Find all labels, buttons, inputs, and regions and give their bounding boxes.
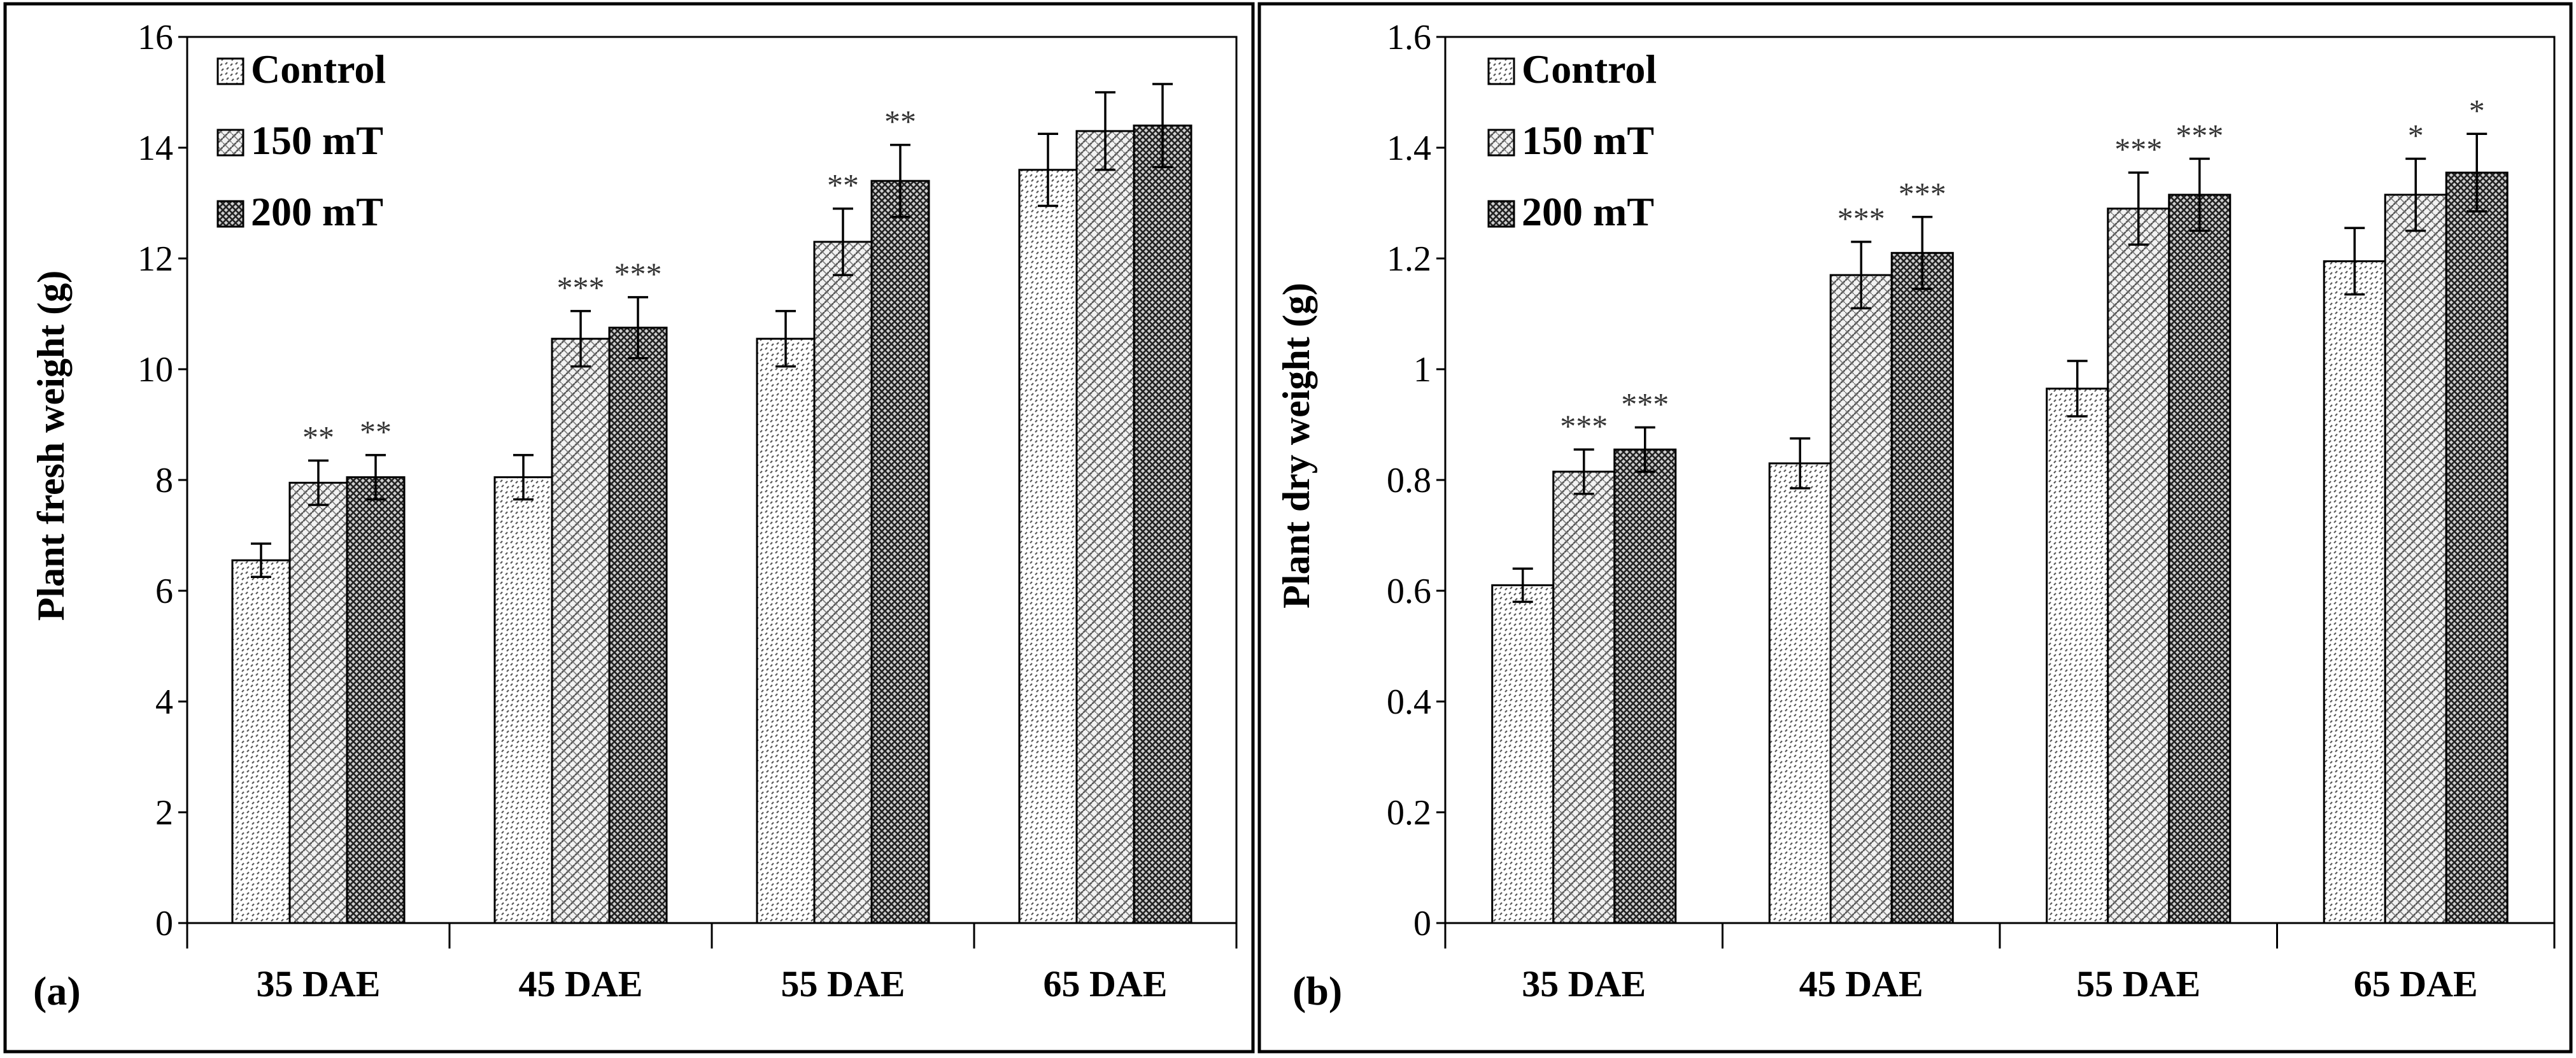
y-tick-label: 0.6 bbox=[1387, 572, 1431, 611]
bar-150-mt bbox=[1552, 470, 1616, 924]
legend-label: Control bbox=[1522, 46, 1657, 92]
bar-control bbox=[2046, 387, 2109, 924]
legend-label: 150 mT bbox=[251, 118, 383, 163]
x-tick-label: 65 DAE bbox=[1044, 963, 1168, 1005]
bar-control bbox=[493, 476, 553, 924]
significance-label: ** bbox=[360, 414, 392, 449]
bar-200-mt bbox=[608, 327, 668, 924]
significance-label: *** bbox=[557, 270, 605, 306]
bar-200-mt bbox=[2445, 171, 2509, 924]
significance-label: *** bbox=[1837, 201, 1885, 236]
panel-a-y-label: Plant fresh weight (g) bbox=[30, 271, 72, 621]
significance-label: *** bbox=[2114, 131, 2162, 167]
bar-control bbox=[1768, 462, 1832, 924]
y-tick-label: 0.8 bbox=[1387, 461, 1431, 500]
significance-label: ** bbox=[884, 104, 916, 139]
y-tick-label: 12 bbox=[138, 239, 173, 279]
y-tick-label: 2 bbox=[155, 793, 173, 833]
x-tick-label: 45 DAE bbox=[1799, 963, 1923, 1005]
legend-swatch bbox=[1487, 57, 1515, 85]
panel-a-label: (a) bbox=[33, 968, 81, 1013]
legend-swatch bbox=[1487, 129, 1515, 157]
y-tick-label: 1 bbox=[1413, 350, 1431, 390]
panel-b-y-label: Plant dry weight (g) bbox=[1275, 283, 1317, 609]
y-tick-label: 0 bbox=[1413, 904, 1431, 943]
legend-swatch bbox=[1487, 200, 1515, 228]
panel-b: 0 0.2 0.4 0.6 0.8 1 1.2 1.4 1.6 35 DAE 45 DAE 55 DA… bbox=[1257, 2, 2573, 1054]
y-tick-label: 8 bbox=[155, 461, 173, 500]
bar-150-mt bbox=[1829, 274, 1893, 924]
significance-label: * bbox=[2408, 117, 2424, 153]
bar-200-mt bbox=[2168, 194, 2232, 924]
bar-control bbox=[1018, 169, 1078, 924]
x-tick-label: 55 DAE bbox=[2076, 963, 2200, 1005]
y-tick-label: 1.4 bbox=[1387, 129, 1431, 168]
y-tick-label: 0.2 bbox=[1387, 793, 1431, 833]
significance-label: * bbox=[2469, 92, 2485, 128]
y-tick-label: 14 bbox=[138, 129, 173, 168]
legend-label: 200 mT bbox=[251, 189, 383, 234]
legend-swatch bbox=[216, 200, 244, 228]
legend-swatch bbox=[216, 57, 244, 85]
bar-200-mt bbox=[1133, 124, 1192, 924]
significance-label: *** bbox=[1899, 176, 1946, 211]
bar-200-mt bbox=[870, 180, 930, 924]
bar-150-mt bbox=[813, 241, 873, 924]
y-tick-label: 1.2 bbox=[1387, 239, 1431, 279]
y-tick-label: 4 bbox=[155, 682, 173, 722]
bar-200-mt bbox=[346, 476, 406, 924]
y-tick-label: 0.4 bbox=[1387, 682, 1431, 722]
bar-control bbox=[231, 559, 291, 924]
x-tick-label: 35 DAE bbox=[1522, 963, 1646, 1005]
panel-b-frame bbox=[1257, 2, 2573, 1054]
bar-150-mt bbox=[1075, 130, 1135, 924]
bar-control bbox=[2323, 260, 2386, 924]
y-tick-label: 10 bbox=[138, 350, 173, 390]
bar-200-mt bbox=[1613, 448, 1677, 924]
x-tick-label: 55 DAE bbox=[781, 963, 905, 1005]
bar-150-mt bbox=[288, 481, 348, 924]
significance-label: ** bbox=[827, 167, 859, 203]
bar-150-mt bbox=[2384, 194, 2447, 924]
panel-b-label: (b) bbox=[1292, 968, 1342, 1013]
legend-label: 200 mT bbox=[1522, 189, 1654, 234]
bar-200-mt bbox=[1890, 251, 1954, 924]
x-tick-label: 35 DAE bbox=[257, 963, 381, 1005]
panel-a-frame bbox=[3, 2, 1255, 1054]
y-tick-label: 1.6 bbox=[1387, 18, 1431, 57]
bar-150-mt bbox=[2107, 208, 2170, 924]
legend-label: Control bbox=[251, 46, 386, 92]
legend-label: 150 mT bbox=[1522, 118, 1654, 163]
y-tick-label: 6 bbox=[155, 572, 173, 611]
y-tick-label: 16 bbox=[138, 18, 173, 57]
panel-b-plot: 0 0.2 0.4 0.6 0.8 1 1.2 1.4 1.6 35 DAE 45 DAE 55 DA… bbox=[1387, 18, 2556, 1005]
significance-label: *** bbox=[1621, 386, 1669, 421]
bar-control bbox=[1491, 584, 1555, 924]
significance-label: *** bbox=[1560, 408, 1608, 444]
bar-150-mt bbox=[551, 337, 611, 924]
y-tick-label: 0 bbox=[155, 904, 173, 943]
significance-label: *** bbox=[2176, 117, 2223, 153]
bar-control bbox=[756, 337, 816, 924]
significance-label: ** bbox=[302, 420, 334, 455]
significance-label: *** bbox=[614, 256, 662, 292]
legend-swatch bbox=[216, 129, 244, 157]
x-tick-label: 65 DAE bbox=[2354, 963, 2478, 1005]
x-tick-label: 45 DAE bbox=[519, 963, 643, 1005]
